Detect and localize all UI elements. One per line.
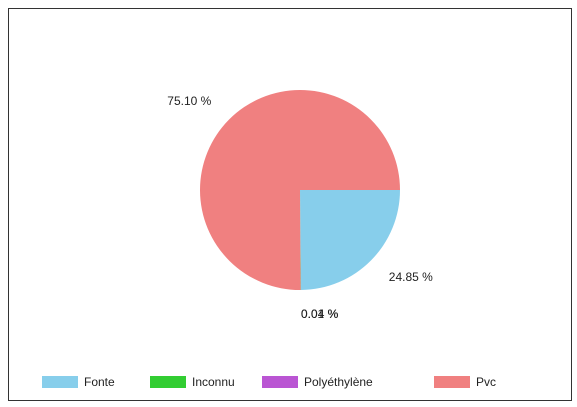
legend-label: Polyéthylène [304,375,373,389]
legend-label: Fonte [84,375,115,389]
legend-label: Pvc [476,375,496,389]
slice-label: 24.85 % [389,270,433,284]
slice-label: 75.10 % [167,94,211,108]
pie-slice [300,190,301,290]
slice-label: 0.04 % [301,307,339,321]
legend-swatch [262,376,298,388]
pie-slice [300,190,301,290]
pie-slice [300,190,400,290]
slice-label: 0.01 % [301,307,339,321]
legend-swatch [150,376,186,388]
legend-label: Inconnu [192,375,235,389]
legend-swatch [434,376,470,388]
legend-swatch [42,376,78,388]
pie-slice [200,89,400,290]
